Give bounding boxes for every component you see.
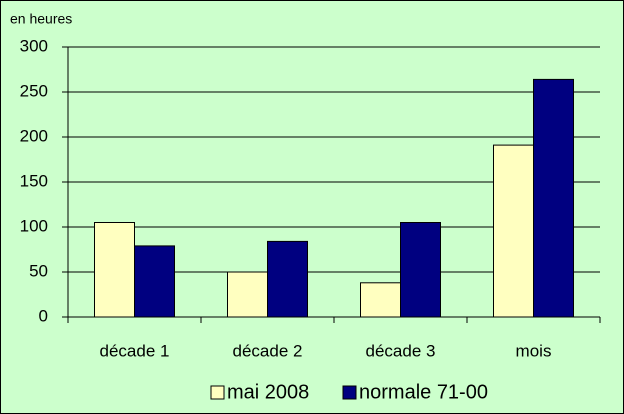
legend-swatch (210, 385, 225, 400)
y-tick-label: 0 (39, 306, 48, 325)
x-tick-label: décade 3 (366, 341, 436, 360)
bar (227, 271, 268, 318)
y-tick-label: 50 (29, 261, 48, 280)
x-tick-label: mois (516, 341, 552, 360)
bar (134, 245, 175, 318)
bar (267, 240, 308, 318)
legend-label: normale 71-00 (359, 381, 488, 403)
bar (493, 144, 534, 318)
bar (400, 222, 441, 318)
legend-swatch (342, 385, 357, 400)
y-tick-label: 250 (20, 81, 48, 100)
x-tick-label: décade 2 (233, 341, 303, 360)
y-tick-label: 200 (20, 126, 48, 145)
bar (533, 78, 574, 318)
y-tick-label: 150 (20, 171, 48, 190)
x-tick-label: décade 1 (100, 341, 170, 360)
bar (360, 282, 401, 318)
y-tick-label: 300 (20, 36, 48, 55)
legend-label: mai 2008 (227, 381, 309, 403)
unit-label: en heures (10, 11, 72, 27)
bar (94, 222, 135, 318)
y-tick-label: 100 (20, 216, 48, 235)
